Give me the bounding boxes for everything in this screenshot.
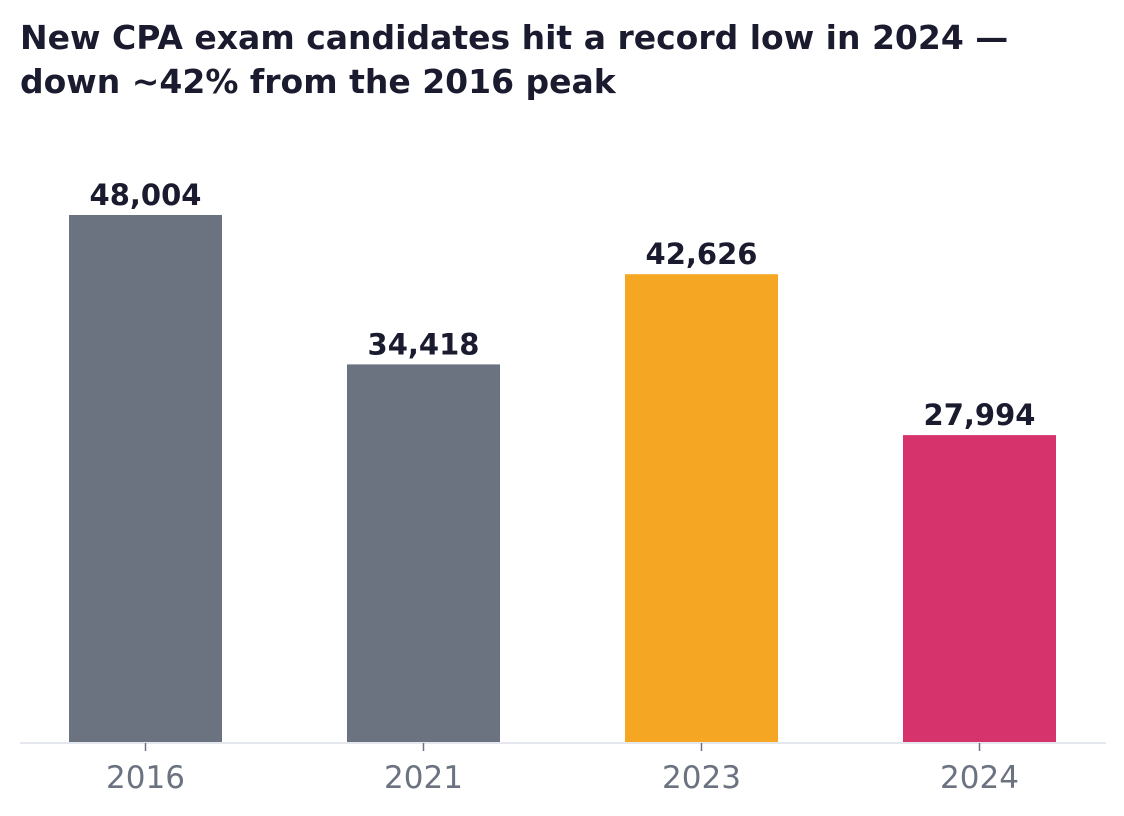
bar-2021 [347, 364, 500, 743]
bars-group [69, 215, 1056, 743]
bar-2024 [903, 435, 1056, 743]
value-labels-group: 48,004 34,418 42,626 27,994 [90, 178, 1036, 432]
value-label-2016: 48,004 [90, 178, 202, 212]
chart-title: New CPA exam candidates hit a record low… [20, 18, 1009, 101]
x-tick-label-2016: 2016 [106, 760, 185, 796]
bar-2023 [625, 274, 778, 743]
value-label-2023: 42,626 [646, 237, 758, 271]
value-label-2021: 34,418 [368, 327, 480, 361]
x-tick-labels-group: 2016 2021 2023 2024 [106, 760, 1019, 796]
x-tick-label-2024: 2024 [940, 760, 1019, 796]
x-tick-label-2021: 2021 [384, 760, 463, 796]
x-ticks-group [144, 743, 981, 751]
value-label-2024: 27,994 [924, 398, 1036, 432]
x-tick-label-2023: 2023 [662, 760, 741, 796]
bar-2016 [69, 215, 222, 743]
